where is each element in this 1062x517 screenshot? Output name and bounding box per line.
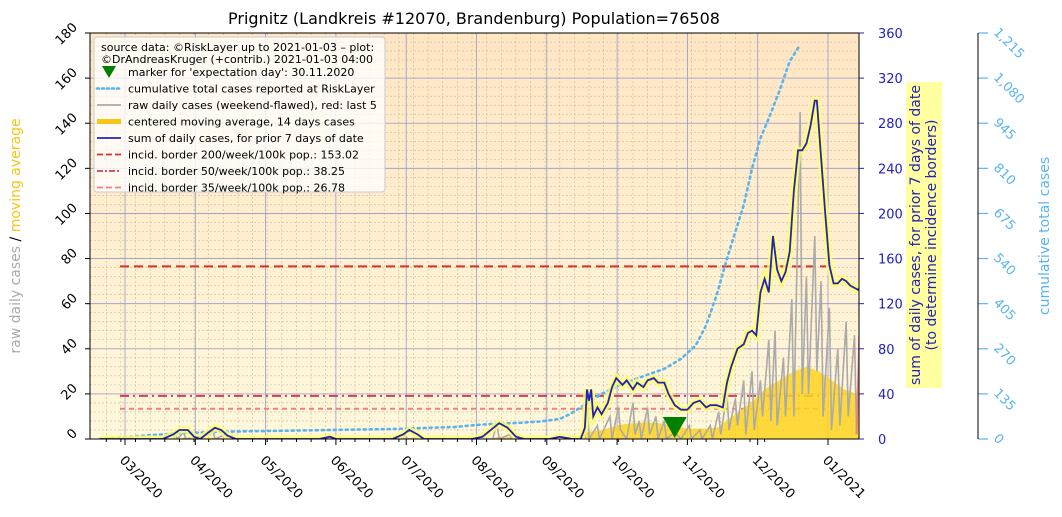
left-axis-tick-label: 20	[59, 381, 81, 403]
far-right-axis-tick-label: 270	[990, 341, 1018, 369]
x-axis-tick-label: 07/2020	[397, 453, 446, 502]
right-axis-tick-label: 40	[878, 388, 895, 403]
x-axis-tick-label: 03/2020	[116, 453, 165, 502]
moving-average-area	[100, 366, 859, 439]
left-axis-tick-label: 60	[59, 291, 81, 313]
legend-source-line2: ©DrAndreasKruger (+contrib.) 2021-01-03 …	[101, 53, 373, 66]
left-axis-tick-label: 120	[53, 156, 81, 184]
left-axis-label: raw daily cases / moving average	[8, 118, 24, 353]
legend-source-line1: source data: ©RiskLayer up to 2021-01-03…	[101, 41, 374, 54]
x-axis-tick-label: 08/2020	[468, 453, 517, 502]
right-axis-tick-label: 200	[878, 207, 903, 222]
x-axis-tick-label: 12/2020	[749, 453, 798, 502]
right-axis-tick-label: 80	[878, 343, 895, 358]
right-axis-tick-label: 160	[878, 253, 903, 268]
right-axis-tick-label: 240	[878, 162, 903, 177]
right-axis-tick-label: 280	[878, 117, 903, 132]
far-right-axis-tick-label: 135	[990, 386, 1018, 414]
left-axis-tick-label: 160	[53, 65, 81, 93]
x-axis-tick-label: 09/2020	[538, 453, 587, 502]
legend-entry-label: sum of daily cases, for prior 7 days of …	[128, 132, 364, 145]
left-axis: 0 20 40 60 80 100 120 140 160 180	[53, 20, 90, 443]
left-axis-tick-label: 100	[53, 201, 81, 229]
x-axis-tick-label: 04/2020	[186, 453, 235, 502]
far-right-axis: 0 135 270 405 540 675 810 945 1,080 1,215	[978, 25, 1027, 448]
x-axis-tick-label: 01/2021	[819, 453, 868, 502]
legend-entry-label: cumulative total cases reported at RiskL…	[128, 83, 375, 96]
far-right-axis-tick-label: 1,215	[990, 25, 1027, 62]
legend: source data: ©RiskLayer up to 2021-01-03…	[93, 36, 386, 195]
grid	[90, 33, 859, 439]
legend-entry-label: incid. border 35/week/100k pop.: 26.78	[128, 182, 345, 195]
far-right-axis-tick-label: 405	[990, 296, 1018, 324]
left-axis-tick-label: 40	[59, 336, 81, 358]
x-axis-tick-label: 06/2020	[327, 453, 376, 502]
legend-marker-icon	[102, 66, 116, 78]
right-axis-tick-label: 120	[878, 298, 903, 313]
legend-entry-label: marker for 'expectation day': 30.11.2020	[128, 66, 354, 79]
far-right-axis-label-text: cumulative total cases	[1037, 157, 1053, 315]
right-axis: 0 40 80 120 160 200 240 280 320 360	[859, 27, 903, 448]
far-right-axis-tick-label: 810	[990, 161, 1018, 189]
legend-entry-label: incid. border 50/week/100k pop.: 38.25	[128, 165, 345, 178]
legend-box	[93, 36, 386, 193]
far-right-axis-tick-label: 1,080	[990, 70, 1027, 107]
sum-7day-line	[100, 99, 859, 439]
far-right-axis-tick-label: 0	[990, 431, 1006, 447]
right-axis-label: sum of daily cases, for prior 7 days of …	[908, 85, 940, 385]
x-axis-tick-label: 11/2020	[679, 453, 728, 502]
right-axis-label-line1: sum of daily cases, for prior 7 days of …	[908, 85, 924, 385]
x-axis-tick-label: 10/2020	[608, 453, 657, 502]
plot-frame	[89, 32, 860, 440]
x-axis: 03/2020 04/2020 05/2020 06/2020 07/2020 08/20…	[105, 439, 868, 502]
right-axis-tick-label: 360	[878, 27, 903, 42]
left-axis-label-raw: raw daily cases	[8, 246, 24, 354]
right-axis-tick-label: 320	[878, 72, 903, 87]
far-right-axis-label: cumulative total cases	[1037, 157, 1053, 315]
legend-entries: marker for 'expectation day': 30.11.2020…	[95, 66, 377, 195]
right-axis-label-line2: (to determine incidence borders)	[924, 120, 940, 351]
legend-entry-label: incid. border 200/week/100k pop.: 153.02	[128, 149, 359, 162]
far-right-axis-tick-label: 945	[990, 115, 1018, 143]
left-axis-tick-label: 180	[53, 20, 81, 48]
left-axis-label-sep: /	[8, 236, 24, 241]
x-axis-tick-label: 05/2020	[257, 453, 306, 502]
far-right-axis-tick-label: 540	[990, 251, 1018, 279]
legend-entry-label: centered moving average, 14 days cases	[128, 116, 355, 129]
left-axis-label-ma: moving average	[8, 118, 24, 232]
left-axis-tick-label: 0	[64, 426, 80, 442]
left-axis-tick-label: 140	[53, 110, 81, 138]
right-axis-tick-label: 0	[878, 433, 886, 448]
right-axis-label-box	[906, 82, 942, 388]
raw-daily-cases-line	[100, 111, 858, 439]
expectation-day-marker	[662, 417, 687, 438]
legend-entry-label: raw daily cases (weekend-flawed), red: l…	[128, 99, 377, 112]
chart-title: Prignitz (Landkreis #12070, Brandenburg)…	[228, 9, 720, 28]
far-right-axis-tick-label: 675	[990, 206, 1018, 234]
left-axis-tick-label: 80	[59, 246, 81, 268]
svg-text:raw daily cases /: raw daily cases / moving average	[8, 118, 24, 353]
series-layer	[98, 43, 859, 439]
